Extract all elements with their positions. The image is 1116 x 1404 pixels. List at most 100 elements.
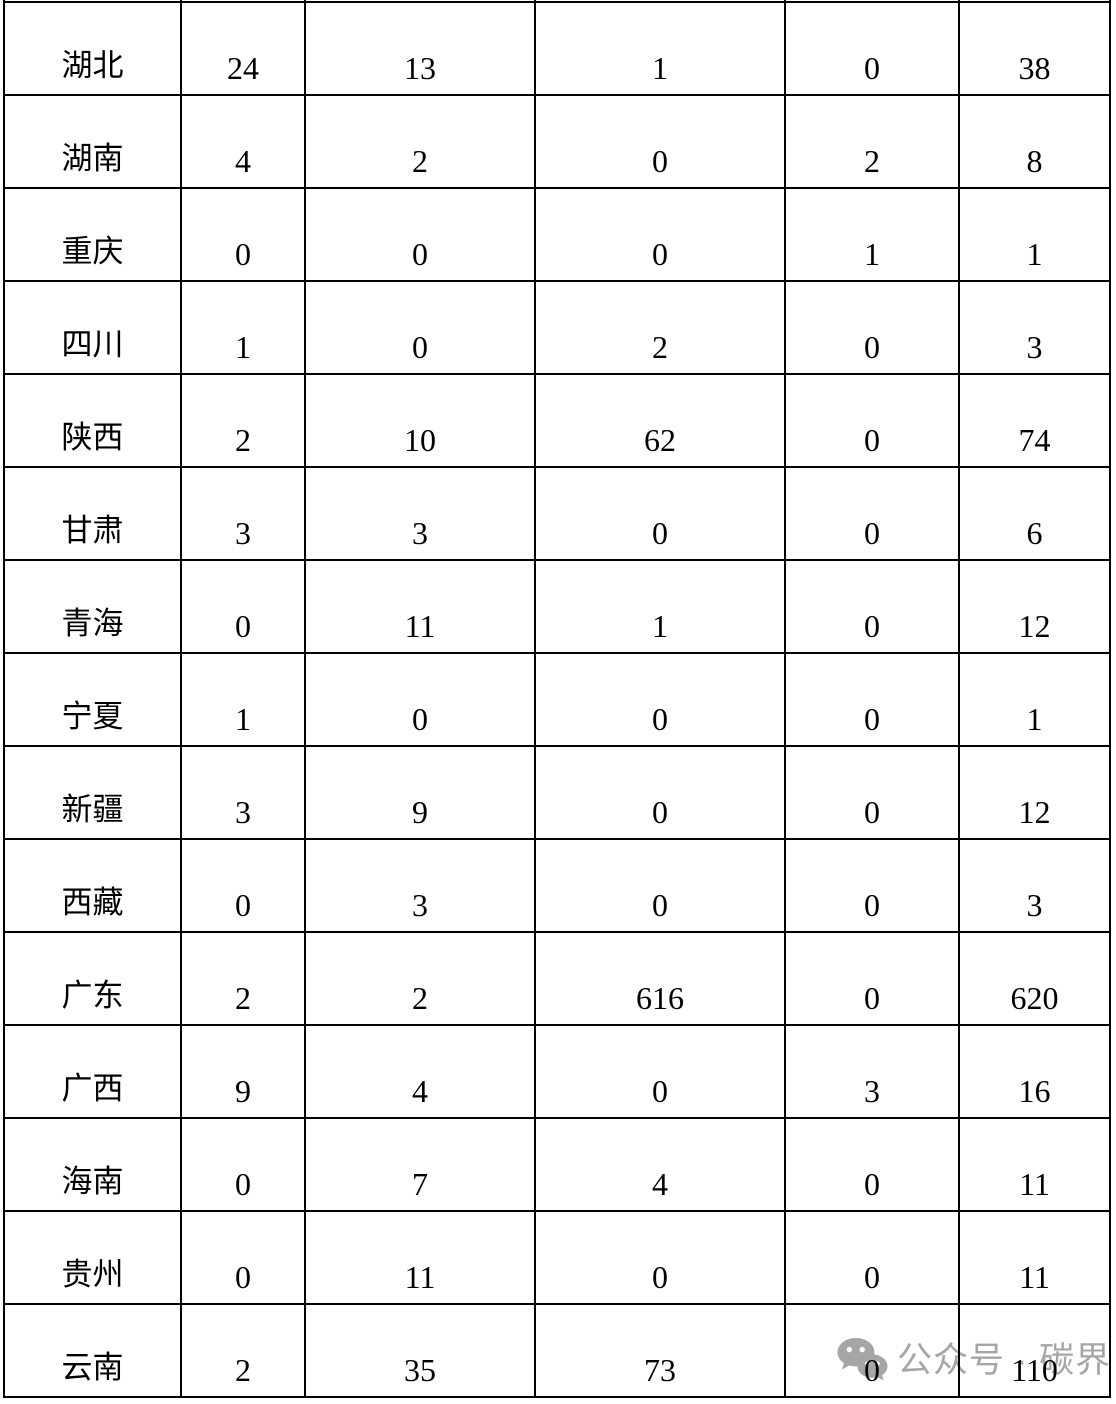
value-cell: 13: [306, 3, 536, 96]
value-cell: 35: [306, 1305, 536, 1398]
value-cell: [306, 0, 536, 3]
province-cell: 陕西: [5, 375, 182, 468]
value-cell: 2: [536, 282, 786, 375]
value-cell: 0: [786, 654, 960, 747]
value-cell: 0: [306, 282, 536, 375]
value-cell: 3: [306, 840, 536, 933]
value-cell: 9: [182, 1026, 306, 1119]
value-cell: 0: [536, 840, 786, 933]
value-cell: 1: [786, 189, 960, 282]
province-cell: 四川: [5, 282, 182, 375]
value-cell: 0: [536, 96, 786, 189]
value-cell: 3: [182, 468, 306, 561]
table-row: 海南 0 7 4 0 11: [5, 1119, 1111, 1212]
value-cell: 24: [182, 3, 306, 96]
table-row: 湖南 4 2 0 2 8: [5, 96, 1111, 189]
province-cell: 西藏: [5, 840, 182, 933]
value-cell: 11: [306, 1212, 536, 1305]
value-cell: 1: [960, 189, 1111, 282]
value-cell: 1: [960, 654, 1111, 747]
province-cell: 云南: [5, 1305, 182, 1398]
province-cell: 广西: [5, 1026, 182, 1119]
province-data-table: 湖北 24 13 1 0 38 湖南 4 2 0 2 8 重庆 0 0 0 1 …: [3, 0, 1111, 1398]
value-cell: 0: [536, 189, 786, 282]
value-cell: [786, 0, 960, 3]
value-cell: 0: [306, 189, 536, 282]
value-cell: 12: [960, 747, 1111, 840]
value-cell: 2: [182, 933, 306, 1026]
value-cell: 0: [786, 1212, 960, 1305]
value-cell: 16: [960, 1026, 1111, 1119]
value-cell: 0: [786, 468, 960, 561]
value-cell: 620: [960, 933, 1111, 1026]
value-cell: 4: [536, 1119, 786, 1212]
province-cell: 贵州: [5, 1212, 182, 1305]
table-row: 广西 9 4 0 3 16: [5, 1026, 1111, 1119]
table-row: 青海 0 11 1 0 12: [5, 561, 1111, 654]
province-cell: 新疆: [5, 747, 182, 840]
table-row: 甘肃 3 3 0 0 6: [5, 468, 1111, 561]
table-row: 西藏 0 3 0 0 3: [5, 840, 1111, 933]
value-cell: [182, 0, 306, 3]
value-cell: 110: [960, 1305, 1111, 1398]
value-cell: 0: [786, 840, 960, 933]
province-cell: 湖南: [5, 96, 182, 189]
value-cell: 1: [536, 561, 786, 654]
value-cell: 0: [786, 3, 960, 96]
table-row: 贵州 0 11 0 0 11: [5, 1212, 1111, 1305]
table-row: 新疆 3 9 0 0 12: [5, 747, 1111, 840]
value-cell: 0: [786, 561, 960, 654]
value-cell: 11: [960, 1119, 1111, 1212]
value-cell: 0: [536, 1212, 786, 1305]
value-cell: 11: [960, 1212, 1111, 1305]
value-cell: [536, 0, 786, 3]
value-cell: 73: [536, 1305, 786, 1398]
value-cell: 10: [306, 375, 536, 468]
value-cell: 0: [536, 1026, 786, 1119]
table-row: 湖北 24 13 1 0 38: [5, 3, 1111, 96]
table-row: 四川 1 0 2 0 3: [5, 282, 1111, 375]
table-row: 宁夏 1 0 0 0 1: [5, 654, 1111, 747]
value-cell: 0: [786, 747, 960, 840]
value-cell: 0: [786, 375, 960, 468]
value-cell: 38: [960, 3, 1111, 96]
value-cell: 62: [536, 375, 786, 468]
value-cell: 11: [306, 561, 536, 654]
value-cell: 0: [786, 1119, 960, 1212]
value-cell: 2: [182, 1305, 306, 1398]
value-cell: 2: [306, 933, 536, 1026]
truncated-row: [5, 0, 1111, 3]
value-cell: 0: [536, 747, 786, 840]
value-cell: 2: [306, 96, 536, 189]
province-cell: 广东: [5, 933, 182, 1026]
value-cell: 1: [182, 282, 306, 375]
value-cell: 0: [182, 1119, 306, 1212]
table-row: 重庆 0 0 0 1 1: [5, 189, 1111, 282]
province-cell: 重庆: [5, 189, 182, 282]
value-cell: 0: [182, 561, 306, 654]
table-row: 广东 2 2 616 0 620: [5, 933, 1111, 1026]
value-cell: 4: [182, 96, 306, 189]
value-cell: 4: [306, 1026, 536, 1119]
value-cell: 0: [786, 1305, 960, 1398]
province-cell: 甘肃: [5, 468, 182, 561]
table-body: 湖北 24 13 1 0 38 湖南 4 2 0 2 8 重庆 0 0 0 1 …: [5, 3, 1111, 1398]
value-cell: 12: [960, 561, 1111, 654]
value-cell: 9: [306, 747, 536, 840]
value-cell: 0: [182, 189, 306, 282]
value-cell: 0: [786, 282, 960, 375]
province-cell: 海南: [5, 1119, 182, 1212]
value-cell: 0: [182, 1212, 306, 1305]
table-row: 云南 2 35 73 0 110: [5, 1305, 1111, 1398]
province-cell: [5, 0, 182, 3]
value-cell: 0: [306, 654, 536, 747]
value-cell: 74: [960, 375, 1111, 468]
value-cell: 0: [536, 468, 786, 561]
value-cell: 616: [536, 933, 786, 1026]
value-cell: 6: [960, 468, 1111, 561]
value-cell: [960, 0, 1111, 3]
value-cell: 1: [536, 3, 786, 96]
value-cell: 2: [786, 96, 960, 189]
value-cell: 3: [960, 840, 1111, 933]
province-cell: 湖北: [5, 3, 182, 96]
